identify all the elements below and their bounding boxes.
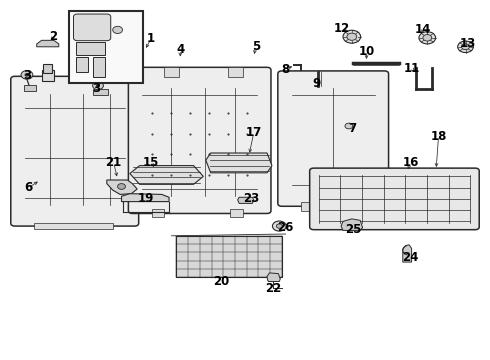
Text: 21: 21 <box>105 156 122 169</box>
Text: 8: 8 <box>281 63 289 76</box>
Bar <box>24 85 36 91</box>
Polygon shape <box>341 219 363 230</box>
Circle shape <box>272 221 286 231</box>
Bar <box>102 64 111 73</box>
Circle shape <box>118 184 125 189</box>
Text: 15: 15 <box>143 156 159 169</box>
Text: 22: 22 <box>265 282 282 295</box>
Text: 1: 1 <box>147 32 155 45</box>
Bar <box>100 70 113 81</box>
Bar <box>69 11 143 83</box>
FancyBboxPatch shape <box>310 168 479 230</box>
Text: 3: 3 <box>23 69 31 82</box>
Text: 23: 23 <box>243 192 259 205</box>
Polygon shape <box>206 153 272 173</box>
Bar <box>301 202 319 211</box>
Text: 24: 24 <box>402 251 419 264</box>
Circle shape <box>96 84 100 87</box>
Circle shape <box>113 26 122 33</box>
Text: 3: 3 <box>93 82 100 95</box>
Polygon shape <box>37 40 59 47</box>
Bar <box>176 236 282 277</box>
Text: 4: 4 <box>176 43 184 56</box>
Text: 14: 14 <box>414 23 431 36</box>
Polygon shape <box>238 197 254 203</box>
Polygon shape <box>267 273 280 282</box>
FancyBboxPatch shape <box>11 76 139 226</box>
Text: 12: 12 <box>334 22 350 35</box>
Circle shape <box>24 73 29 77</box>
Circle shape <box>419 32 436 44</box>
Bar <box>345 202 363 211</box>
Circle shape <box>21 71 33 79</box>
Polygon shape <box>403 245 412 262</box>
Polygon shape <box>122 194 169 202</box>
Text: 16: 16 <box>402 156 419 169</box>
FancyBboxPatch shape <box>74 14 111 41</box>
Circle shape <box>93 82 103 90</box>
Circle shape <box>276 224 282 228</box>
FancyBboxPatch shape <box>278 71 389 206</box>
Text: 11: 11 <box>403 62 420 75</box>
Polygon shape <box>34 223 113 229</box>
Text: 26: 26 <box>277 221 294 234</box>
Text: 20: 20 <box>213 275 230 288</box>
Text: 7: 7 <box>348 122 356 135</box>
Text: 2: 2 <box>49 30 57 42</box>
Text: 17: 17 <box>245 126 262 139</box>
FancyBboxPatch shape <box>128 67 271 213</box>
Bar <box>43 64 52 73</box>
Bar <box>42 70 54 81</box>
Polygon shape <box>107 180 137 194</box>
Polygon shape <box>93 57 105 77</box>
Circle shape <box>458 41 473 53</box>
Circle shape <box>343 30 361 43</box>
Text: 13: 13 <box>460 37 476 50</box>
Text: 6: 6 <box>24 181 32 194</box>
Bar <box>228 67 243 77</box>
Bar <box>152 209 164 217</box>
Circle shape <box>345 123 353 129</box>
Bar <box>164 67 179 77</box>
Text: 9: 9 <box>312 77 320 90</box>
Circle shape <box>423 35 432 41</box>
Bar <box>230 209 243 217</box>
Text: 5: 5 <box>252 40 260 53</box>
Polygon shape <box>76 42 105 55</box>
Text: 19: 19 <box>138 192 154 205</box>
Text: 18: 18 <box>430 130 447 143</box>
Polygon shape <box>130 166 203 184</box>
Bar <box>93 89 108 95</box>
Circle shape <box>462 44 469 50</box>
Polygon shape <box>76 57 88 72</box>
Text: 10: 10 <box>358 45 375 58</box>
Text: 25: 25 <box>345 223 362 236</box>
Circle shape <box>347 33 357 40</box>
